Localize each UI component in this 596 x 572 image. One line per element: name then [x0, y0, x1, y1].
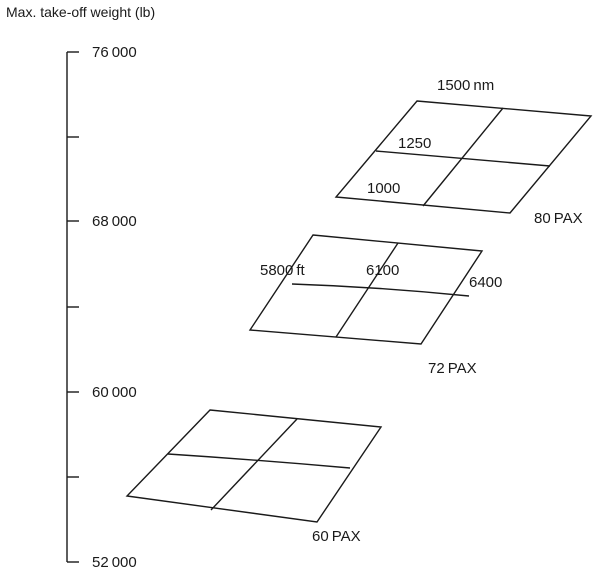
panel-60-pax: 60 PAX [125, 409, 383, 545]
tick-label: 76 000 [92, 44, 137, 61]
runway-label: 6100 [366, 262, 399, 279]
panel-divider [422, 107, 504, 207]
pax-label: 72 PAX [428, 360, 477, 377]
panel-divider [167, 453, 351, 469]
axis-title: Max. take-off weight (lb) [6, 4, 155, 20]
panel-outline [248, 234, 484, 345]
runway-label: 6400 [469, 274, 502, 291]
runway-label: 5800 ft [260, 262, 306, 279]
tick-label: 60 000 [92, 384, 137, 401]
panel-outline [334, 100, 593, 214]
panel-divider [335, 242, 399, 338]
panel-divider [210, 418, 298, 511]
pax-label: 80 PAX [534, 210, 583, 227]
panel-divider [291, 283, 470, 297]
range-label: 1250 [398, 135, 431, 152]
panel-80-pax: 1500 nm 1250 1000 80 PAX [334, 77, 593, 227]
tick-label: 68 000 [92, 213, 137, 230]
panel-outline [125, 409, 383, 523]
tick-label: 52 000 [92, 554, 137, 571]
panel-divider [375, 150, 551, 167]
range-label: 1500 nm [437, 77, 494, 94]
pax-label: 60 PAX [312, 528, 361, 545]
range-label: 1000 [367, 180, 400, 197]
panel-72-pax: 5800 ft 6100 6400 72 PAX [248, 234, 502, 377]
weight-axis: 76 000 68 000 60 000 52 000 [66, 44, 137, 571]
